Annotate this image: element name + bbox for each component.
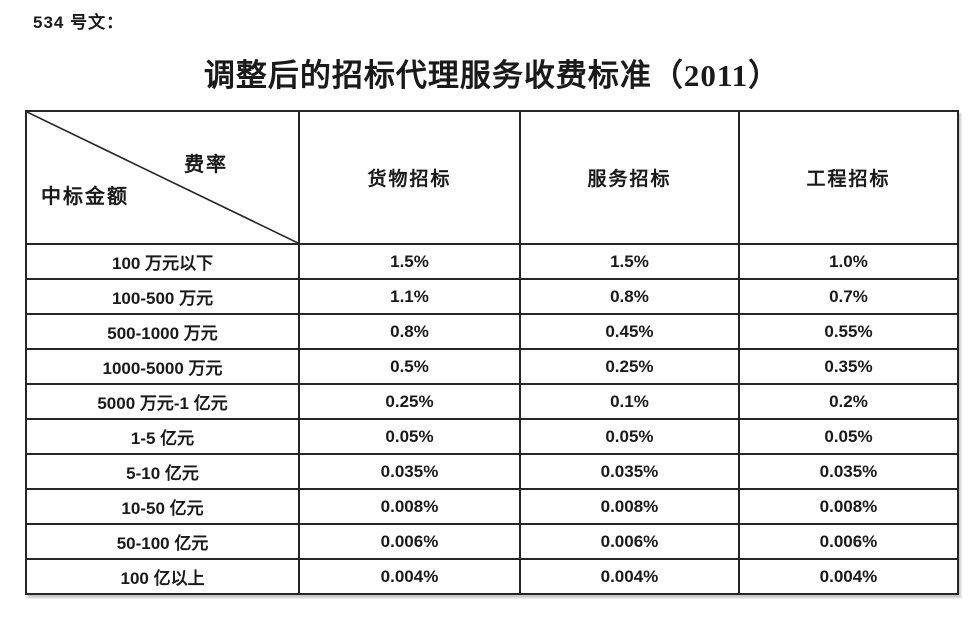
table-body: 100 万元以下 1.5% 1.5% 1.0% 100-500 万元 1.1% 0.8% 0.… <box>24 243 960 595</box>
rate-cell: 0.008% <box>518 488 740 525</box>
table-row: 5000 万元-1 亿元 0.25% 0.1% 0.2% <box>24 383 960 420</box>
row-label-bid-amount: 100 亿以上 <box>24 558 301 595</box>
rate-cell: 0.035% <box>298 453 521 490</box>
rate-cell: 0.25% <box>298 383 521 420</box>
row-label-bid-amount: 500-1000 万元 <box>24 313 301 350</box>
rate-cell: 0.45% <box>518 313 740 350</box>
diagonal-divider-line <box>27 112 298 243</box>
rate-cell: 0.05% <box>298 418 521 455</box>
rate-cell: 0.05% <box>737 418 960 455</box>
rate-cell: 0.004% <box>298 558 521 595</box>
corner-label-rate: 费率 <box>184 154 229 176</box>
header-row: 费率 中标金额 货物招标 服务招标 工程招标 <box>24 110 960 245</box>
page-title: 调整后的招标代理服务收费标准（2011） <box>203 58 781 93</box>
rate-cell: 0.008% <box>298 488 521 525</box>
fee-rate-table: 费率 中标金额 货物招标 服务招标 工程招标 100 万元以下 1.5% 1.5% 1… <box>24 110 960 595</box>
table-row: 100-500 万元 1.1% 0.8% 0.7% <box>24 278 960 315</box>
rate-cell: 0.2% <box>737 383 960 420</box>
rate-cell: 0.006% <box>737 523 960 560</box>
rate-cell: 0.006% <box>518 523 740 560</box>
row-label-bid-amount: 5000 万元-1 亿元 <box>24 383 301 420</box>
row-label-bid-amount: 100 万元以下 <box>24 243 301 280</box>
column-header-goods-tender: 货物招标 <box>298 110 521 245</box>
row-label-bid-amount: 1000-5000 万元 <box>24 348 301 385</box>
rate-cell: 0.035% <box>518 453 740 490</box>
rate-cell: 0.008% <box>737 488 960 525</box>
rate-cell: 0.006% <box>298 523 521 560</box>
row-label-bid-amount: 1-5 亿元 <box>24 418 301 455</box>
rate-cell: 0.004% <box>518 558 740 595</box>
row-label-bid-amount: 5-10 亿元 <box>24 453 301 490</box>
rate-cell: 0.004% <box>737 558 960 595</box>
row-label-bid-amount: 100-500 万元 <box>24 278 301 315</box>
rate-cell: 0.55% <box>737 313 960 350</box>
rate-cell: 0.35% <box>737 348 960 385</box>
rate-cell: 1.5% <box>518 243 740 280</box>
rate-cell: 0.05% <box>518 418 740 455</box>
rate-cell: 0.035% <box>737 453 960 490</box>
table-row: 500-1000 万元 0.8% 0.45% 0.55% <box>24 313 960 350</box>
rate-cell: 0.8% <box>298 313 521 350</box>
table-row: 5-10 亿元 0.035% 0.035% 0.035% <box>24 453 960 490</box>
table-row: 1-5 亿元 0.05% 0.05% 0.05% <box>24 418 960 455</box>
rate-cell: 0.25% <box>518 348 740 385</box>
rate-cell: 1.0% <box>737 243 960 280</box>
table-row: 100 亿以上 0.004% 0.004% 0.004% <box>24 558 960 595</box>
rate-cell: 0.8% <box>518 278 740 315</box>
table-row: 100 万元以下 1.5% 1.5% 1.0% <box>24 243 960 280</box>
column-header-engineering-tender: 工程招标 <box>737 110 960 245</box>
rate-cell: 0.7% <box>737 278 960 315</box>
row-label-bid-amount: 10-50 亿元 <box>24 488 301 525</box>
rate-cell: 1.5% <box>298 243 521 280</box>
table-row: 10-50 亿元 0.008% 0.008% 0.008% <box>24 488 960 525</box>
rate-cell: 0.5% <box>298 348 521 385</box>
row-label-bid-amount: 50-100 亿元 <box>24 523 301 560</box>
diagonal-corner-cell: 费率 中标金额 <box>24 110 301 245</box>
corner-label-bid-amount: 中标金额 <box>41 186 129 208</box>
rate-cell: 1.1% <box>298 278 521 315</box>
doc-number-label: 534 号文： <box>33 13 125 32</box>
table-row: 1000-5000 万元 0.5% 0.25% 0.35% <box>24 348 960 385</box>
column-header-service-tender: 服务招标 <box>518 110 740 245</box>
table-row: 50-100 亿元 0.006% 0.006% 0.006% <box>24 523 960 560</box>
rate-cell: 0.1% <box>518 383 740 420</box>
